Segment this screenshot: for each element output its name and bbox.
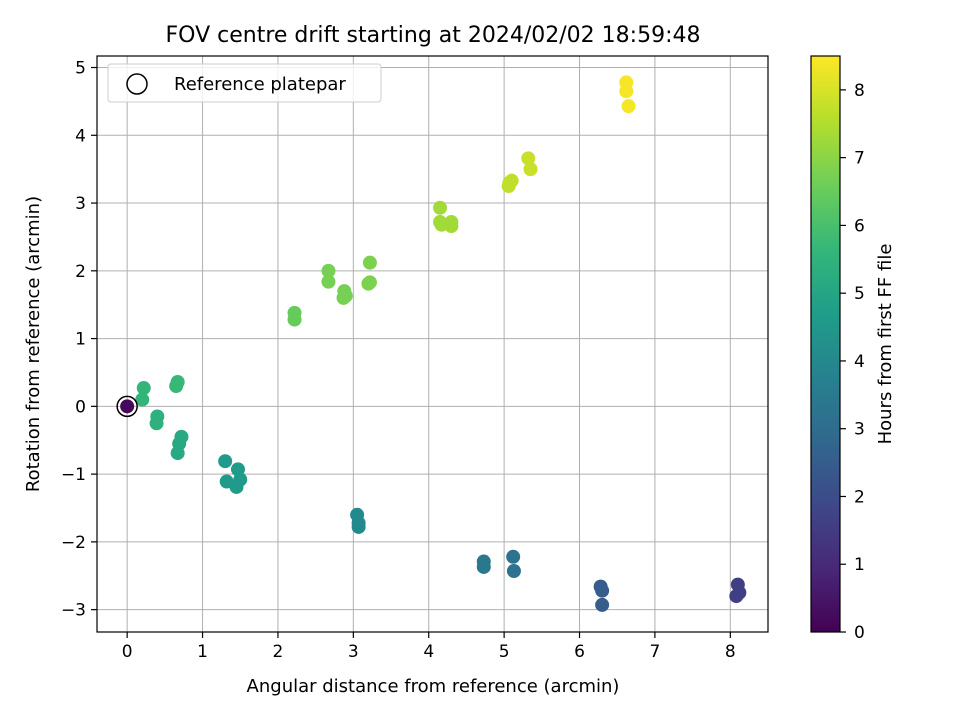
plot-frame xyxy=(96,55,769,633)
scatter-point xyxy=(336,290,351,305)
scatter-point xyxy=(501,179,516,194)
x-axis-label: Angular distance from reference (arcmin) xyxy=(247,676,620,697)
x-axis-ticks: 0 1 2 3 4 5 6 7 8 xyxy=(122,632,736,662)
y-tick-label: 5 xyxy=(75,59,86,79)
legend-reference-marker xyxy=(126,73,148,95)
colorbar-tick-label: 5 xyxy=(854,284,865,304)
x-tick-label: 2 xyxy=(273,642,284,662)
scatter-point xyxy=(218,454,233,469)
scatter-point xyxy=(521,151,536,166)
scatter-point xyxy=(135,392,150,407)
colorbar-tick-label: 7 xyxy=(854,149,865,169)
colorbar: 0 1 2 3 4 5 6 7 8 Hours from first FF file xyxy=(810,55,896,643)
x-tick-label: 3 xyxy=(348,642,359,662)
plot-area: 0 1 2 3 4 5 6 7 8 −3 −2 −1 0 1 2 3 4 5 xyxy=(61,55,769,662)
legend-box xyxy=(107,63,382,103)
scatter-point xyxy=(362,255,377,270)
y-tick-label: 3 xyxy=(75,194,86,214)
scatter-point xyxy=(476,559,491,574)
scatter-point xyxy=(595,597,610,612)
scatter-point xyxy=(287,312,302,327)
x-tick-label: 8 xyxy=(725,642,736,662)
scatter-points xyxy=(120,75,747,612)
y-tick-label: 0 xyxy=(75,397,86,417)
y-axis-ticks: −3 −2 −1 0 1 2 3 4 5 xyxy=(61,59,97,621)
plot-background xyxy=(97,56,768,632)
y-tick-label: −2 xyxy=(61,533,86,553)
colorbar-tick-label: 3 xyxy=(854,420,865,440)
colorbar-tick-label: 8 xyxy=(854,81,865,101)
y-tick-label: −3 xyxy=(61,601,86,621)
x-tick-label: 7 xyxy=(649,642,660,662)
x-tick-label: 4 xyxy=(423,642,434,662)
scatter-point xyxy=(351,519,366,534)
scatter-point xyxy=(321,274,336,289)
y-tick-label: 2 xyxy=(75,262,86,282)
scatter-point xyxy=(170,374,185,389)
scatter-point xyxy=(136,381,151,396)
scatter-point xyxy=(149,416,164,431)
scatter-point xyxy=(621,99,636,114)
y-tick-label: 4 xyxy=(75,126,86,146)
chart-title: FOV centre drift starting at 2024/02/02 … xyxy=(166,23,701,48)
scatter-point xyxy=(444,219,459,234)
scatter-point xyxy=(170,446,185,461)
scatter-point xyxy=(219,474,234,489)
grid xyxy=(97,56,768,632)
reference-marker xyxy=(116,395,138,418)
scatter-point xyxy=(595,583,610,598)
scatter-point xyxy=(619,84,634,99)
legend: Reference platepar xyxy=(107,63,382,103)
x-tick-label: 1 xyxy=(197,642,208,662)
colorbar-label: Hours from first FF file xyxy=(875,244,896,445)
colorbar-tick-label: 0 xyxy=(854,623,865,643)
reference-platepar-marker xyxy=(116,395,138,418)
scatter-point xyxy=(433,200,448,215)
x-tick-label: 5 xyxy=(499,642,510,662)
y-tick-label: −1 xyxy=(61,465,86,485)
scatter-point xyxy=(506,564,521,579)
colorbar-tick-label: 1 xyxy=(854,555,865,575)
colorbar-gradient xyxy=(810,55,841,633)
scatter-point xyxy=(120,399,135,414)
scatter-point xyxy=(523,162,538,177)
colorbar-tick-label: 4 xyxy=(854,352,865,372)
colorbar-ticks: 0 1 2 3 4 5 6 7 8 xyxy=(840,81,865,643)
scatter-point xyxy=(361,276,376,291)
y-tick-label: 1 xyxy=(75,330,86,350)
colorbar-tick-label: 2 xyxy=(854,487,865,507)
legend-entry-reference-platepar: Reference platepar xyxy=(174,74,346,95)
scatter-point xyxy=(321,263,336,278)
x-tick-label: 0 xyxy=(122,642,133,662)
scatter-point xyxy=(729,589,744,604)
x-tick-label: 6 xyxy=(574,642,585,662)
colorbar-tick-label: 6 xyxy=(854,216,865,236)
scatter-point xyxy=(506,549,521,564)
y-axis-label: Rotation from reference (arcmin) xyxy=(23,196,44,492)
